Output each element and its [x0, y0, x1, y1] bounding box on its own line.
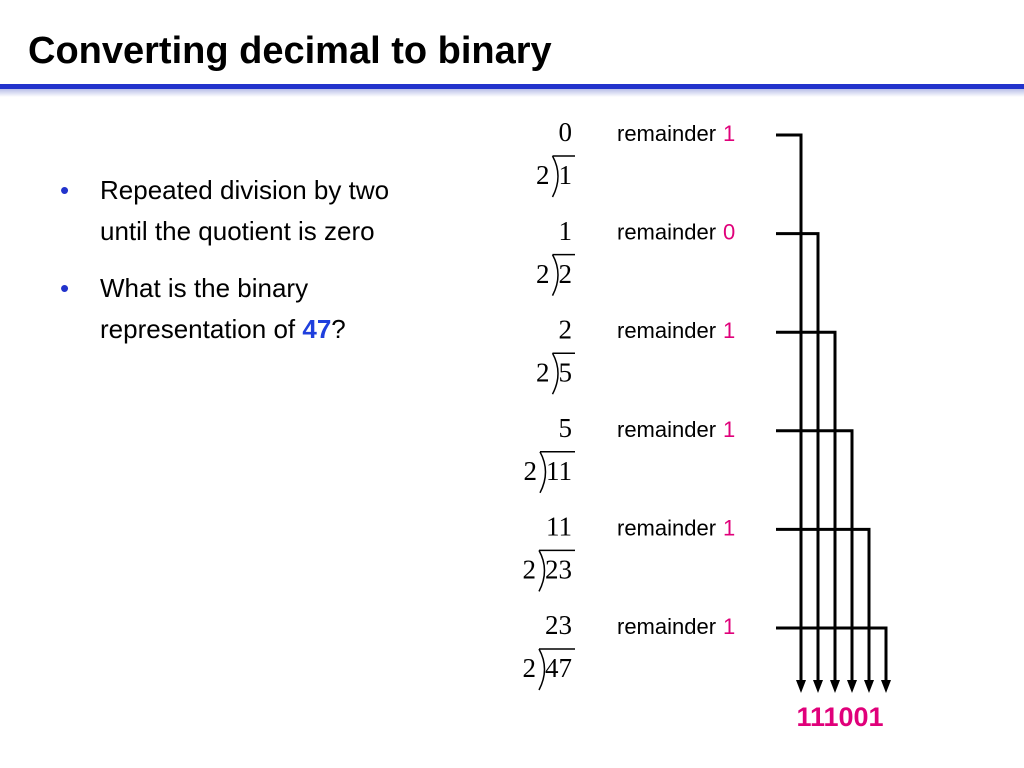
remainder-label: remainder — [617, 318, 716, 343]
remainder-digit: 1 — [723, 121, 735, 146]
divisor: 2 — [523, 653, 537, 683]
bullet-emphasis: 47 — [302, 314, 332, 344]
bullet-list: • Repeated division by two until the quot… — [60, 170, 420, 366]
remainder-text: remainder 1 — [617, 417, 735, 442]
dividend: 23 — [545, 555, 572, 585]
divisor: 2 — [536, 259, 550, 289]
bullet-dot: • — [60, 175, 70, 205]
remainder-text: remainder 0 — [617, 219, 735, 244]
remainder-text: remainder 1 — [617, 614, 735, 639]
division-bracket — [551, 155, 559, 198]
slide-title: Converting decimal to binary — [28, 30, 552, 72]
arrowhead — [864, 680, 874, 693]
divisor: 2 — [523, 555, 537, 585]
remainder-label: remainder — [617, 417, 716, 442]
remainder-digit: 1 — [723, 318, 735, 343]
dividend: 47 — [545, 653, 572, 683]
arrowhead — [813, 680, 823, 693]
connector — [776, 429, 854, 682]
divisor: 2 — [524, 456, 538, 486]
remainder-digit: 1 — [723, 515, 735, 540]
connector — [776, 626, 888, 682]
dividend: 11 — [546, 456, 572, 486]
remainder-digit: 1 — [723, 614, 735, 639]
remainder-text: remainder 1 — [617, 121, 735, 146]
connector — [776, 527, 871, 682]
quotient: 5 — [559, 413, 573, 443]
connector — [776, 232, 820, 682]
remainder-label: remainder — [617, 614, 716, 639]
division-bracket — [551, 352, 559, 395]
divisor: 2 — [536, 160, 550, 190]
remainder-text: remainder 1 — [617, 515, 735, 540]
quotient: 0 — [559, 117, 573, 147]
remainder-text: remainder 1 — [617, 318, 735, 343]
remainder-label: remainder — [617, 121, 716, 146]
quotient: 23 — [545, 610, 572, 640]
title-rule-shadow — [0, 89, 1024, 97]
quotient: 2 — [559, 314, 573, 344]
bullet: • What is the binary representation of 47… — [60, 268, 420, 350]
dividend: 2 — [559, 259, 573, 289]
connector — [776, 133, 803, 682]
remainder-digit: 0 — [723, 219, 735, 244]
division-bracket — [538, 550, 546, 592]
bullet-end: ? — [331, 314, 346, 344]
dividend: 1 — [559, 160, 573, 190]
arrowhead — [830, 680, 840, 693]
division-bracket — [551, 254, 559, 296]
bullet-text: What is the binary representation of — [100, 273, 309, 344]
title-rule — [0, 84, 1024, 89]
bullet: • Repeated division by two until the quot… — [60, 170, 420, 252]
arrowhead — [881, 680, 891, 693]
arrowhead — [847, 680, 857, 693]
arrowhead — [796, 680, 806, 693]
bullet-dot: • — [60, 273, 70, 303]
division-bracket — [538, 648, 546, 691]
quotient: 11 — [546, 512, 572, 542]
bullet-text: Repeated division by two until the quoti… — [100, 175, 390, 246]
connector — [776, 330, 837, 682]
quotient: 1 — [559, 216, 573, 246]
divisor: 2 — [536, 357, 550, 387]
result: 111001 — [796, 702, 883, 732]
remainder-label: remainder — [617, 219, 716, 244]
division-bracket — [539, 451, 547, 494]
dividend: 5 — [559, 357, 573, 387]
remainder-label: remainder — [617, 515, 716, 540]
remainder-digit: 1 — [723, 417, 735, 442]
